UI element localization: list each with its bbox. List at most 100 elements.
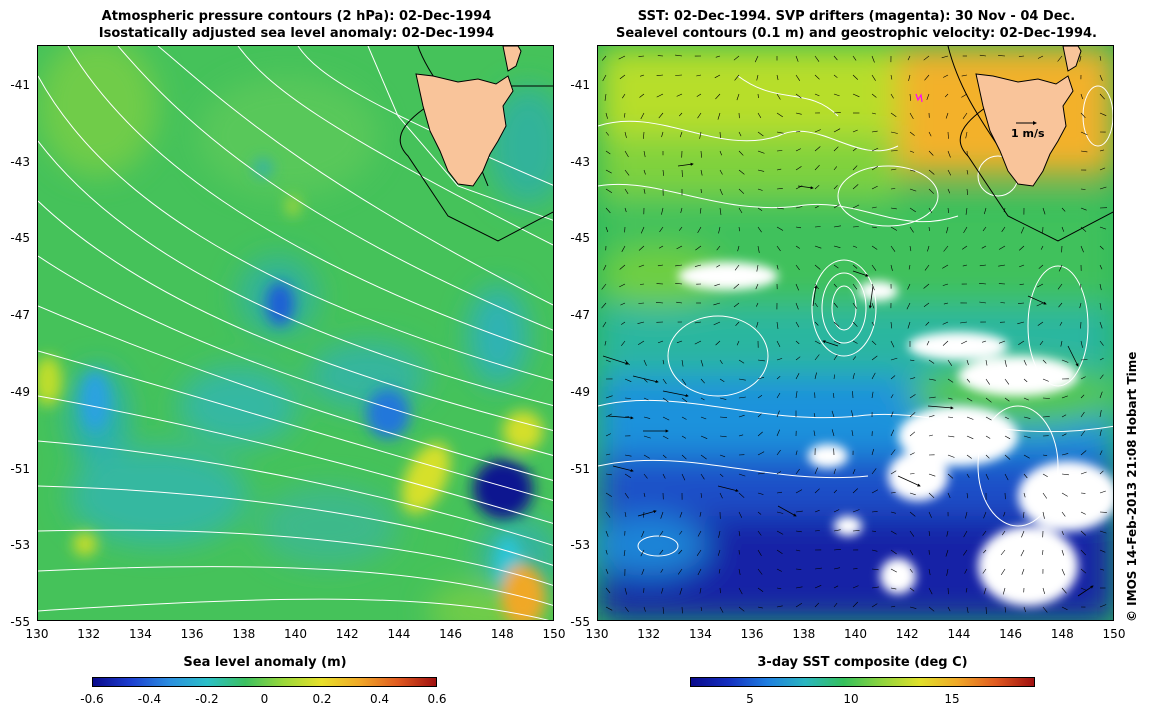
velocity-arrow xyxy=(624,587,627,595)
velocity-arrow xyxy=(942,264,949,269)
velocity-arrow xyxy=(1058,302,1063,308)
velocity-arrow xyxy=(985,416,992,421)
lon-tick-label: 148 xyxy=(490,627,514,641)
velocity-arrow xyxy=(757,131,764,137)
velocity-arrow xyxy=(754,55,759,63)
velocity-arrow xyxy=(681,397,688,403)
velocity-arrow xyxy=(890,357,898,361)
velocity-arrow xyxy=(944,93,949,98)
velocity-arrow xyxy=(738,359,745,364)
velocity-arrow xyxy=(733,283,740,289)
velocity-arrow xyxy=(833,283,838,288)
velocity-arrow xyxy=(890,568,897,573)
velocity-arrow xyxy=(833,166,838,171)
velocity-arrow xyxy=(1061,549,1064,556)
velocity-arrow xyxy=(776,245,781,252)
velocity-arrow xyxy=(1061,587,1067,594)
velocity-arrow xyxy=(624,473,632,478)
velocity-arrow xyxy=(695,245,702,251)
lat-tick-label: -49 xyxy=(570,384,590,399)
velocity-arrow xyxy=(621,321,626,325)
velocity-arrow xyxy=(738,226,740,232)
velocity-arrow xyxy=(601,55,607,61)
velocity-arrow xyxy=(776,587,782,590)
velocity-arrow xyxy=(738,511,743,518)
velocity-arrow xyxy=(738,606,745,612)
velocity-arrow xyxy=(624,397,631,399)
velocity-arrow xyxy=(1023,454,1030,459)
velocity-arrow xyxy=(605,587,611,594)
velocity-arrow xyxy=(1023,473,1028,479)
velocity-arrow xyxy=(909,377,916,380)
velocity-arrow xyxy=(643,416,651,419)
velocity-arrow xyxy=(1023,492,1026,498)
velocity-arrow xyxy=(946,226,949,234)
velocity-arrow xyxy=(852,147,857,152)
velocity-arrow xyxy=(795,321,800,328)
velocity-arrow xyxy=(909,245,912,252)
velocity-arrow xyxy=(909,431,916,437)
velocity-arrow xyxy=(1080,511,1086,515)
velocity-arrow xyxy=(871,568,879,571)
velocity-arrow xyxy=(814,602,820,608)
velocity-arrow xyxy=(833,602,838,608)
lon-tick-label: 132 xyxy=(637,627,661,641)
velocity-arrow xyxy=(831,410,835,418)
sla-colorbar xyxy=(92,677,437,687)
velocity-arrow xyxy=(814,55,820,62)
velocity-arrow xyxy=(757,530,762,536)
velocity-arrow xyxy=(605,511,611,518)
velocity-arrow xyxy=(694,264,702,267)
velocity-arrow xyxy=(852,204,860,209)
velocity-arrow xyxy=(776,321,779,329)
velocity-arrow xyxy=(675,74,683,76)
velocity-arrow xyxy=(814,129,821,133)
velocity-arrow xyxy=(1080,411,1085,418)
sla-map[interactable] xyxy=(37,45,554,621)
velocity-arrow xyxy=(926,340,930,346)
velocity-arrow xyxy=(602,74,607,82)
velocity-arrow xyxy=(945,549,949,557)
velocity-arrow xyxy=(890,470,897,475)
sst-colorbar-tick: 10 xyxy=(843,692,859,706)
velocity-arrow xyxy=(1042,454,1048,456)
velocity-arrow xyxy=(757,93,759,99)
velocity-arrow xyxy=(890,207,897,210)
velocity-arrow xyxy=(1061,433,1067,437)
velocity-arrow xyxy=(964,568,968,574)
sst-map[interactable]: 1 m/s xyxy=(597,45,1114,621)
velocity-arrow xyxy=(928,207,933,214)
velocity-arrow xyxy=(676,245,683,250)
velocity-arrow xyxy=(619,264,626,270)
velocity-arrow xyxy=(1099,490,1106,494)
velocity-arrow xyxy=(699,207,702,214)
velocity-arrow xyxy=(679,131,683,138)
velocity-arrow xyxy=(795,340,800,345)
velocity-arrow xyxy=(678,549,683,555)
velocity-arrow xyxy=(852,509,860,513)
velocity-arrow xyxy=(776,131,784,134)
velocity-arrow xyxy=(983,511,987,519)
velocity-arrow xyxy=(776,168,782,171)
velocity-arrow xyxy=(643,359,647,366)
pressure-contours xyxy=(38,46,553,620)
velocity-arrow xyxy=(909,226,914,233)
tasmania-land-sst xyxy=(947,46,1113,242)
lat-tick-label: -53 xyxy=(570,538,590,553)
velocity-arrow xyxy=(757,413,762,418)
velocity-arrow xyxy=(852,165,858,171)
velocity-arrow xyxy=(738,568,741,575)
velocity-arrow xyxy=(814,585,822,589)
velocity-arrow xyxy=(681,359,684,367)
velocity-arrow xyxy=(890,605,896,608)
lat-tick-label: -43 xyxy=(10,154,30,169)
velocity-arrow xyxy=(983,549,987,554)
velocity-arrow xyxy=(605,112,608,119)
velocity-arrow xyxy=(814,321,819,326)
velocity-arrow xyxy=(1036,283,1044,288)
velocity-arrow xyxy=(871,147,879,152)
velocity-grid xyxy=(601,54,1108,615)
sla-colorbar-tick: -0.6 xyxy=(80,692,104,706)
velocity-arrow xyxy=(941,55,949,59)
lat-tick-label: -41 xyxy=(10,78,30,92)
